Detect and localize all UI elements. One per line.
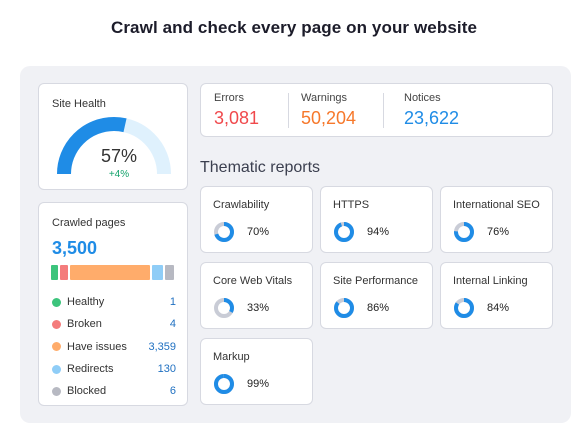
donut-fill [334, 298, 354, 318]
report-name: Site Performance [333, 275, 418, 287]
donut-fill [454, 298, 474, 318]
report-value: 70% [247, 226, 270, 238]
report-card-international-seo[interactable]: International SEO 76% [440, 186, 553, 253]
report-name: Core Web Vitals [213, 275, 293, 287]
legend-value[interactable]: 1 [169, 296, 176, 309]
report-card-markup[interactable]: Markup 99% [200, 338, 313, 405]
legend-item[interactable]: Redirects 130 [52, 358, 176, 380]
report-donut [454, 222, 474, 242]
donut-fill [214, 222, 234, 242]
report-value: 94% [367, 226, 390, 238]
thematic-reports-title: Thematic reports [200, 159, 321, 176]
divider [288, 93, 289, 128]
legend-value[interactable]: 6 [169, 385, 176, 398]
legend-value[interactable]: 130 [157, 363, 176, 376]
legend-value[interactable]: 4 [169, 318, 176, 331]
errors-value[interactable]: 3,081 [214, 108, 260, 128]
report-donut [454, 298, 474, 318]
site-health-card[interactable]: Site Health 57% +4% [38, 83, 188, 190]
notices-label: Notices [404, 92, 441, 104]
report-name: Markup [213, 351, 250, 363]
report-value: 86% [367, 302, 390, 314]
errors-label: Errors [214, 92, 244, 104]
crawled-pages-bar [51, 265, 176, 280]
report-card-crawlability[interactable]: Crawlability 70% [200, 186, 313, 253]
legend-dot [52, 364, 61, 374]
legend-label: Broken [67, 318, 102, 331]
notices-block[interactable]: Notices 23,622 [404, 92, 459, 129]
crawled-legend: Healthy 1 Broken 4 Have issues 3,359 Red… [52, 291, 176, 402]
bar-segment-blocked [165, 265, 174, 280]
legend-item[interactable]: Have issues 3,359 [52, 336, 176, 358]
report-donut [214, 374, 234, 394]
notices-value[interactable]: 23,622 [404, 108, 460, 128]
report-value: 99% [247, 378, 270, 390]
warnings-block[interactable]: Warnings 50,204 [301, 92, 356, 129]
report-donut [334, 298, 354, 318]
report-name: HTTPS [333, 199, 370, 211]
crawled-pages-label: Crawled pages [52, 217, 126, 229]
report-value: 84% [487, 302, 510, 314]
report-card-internal-linking[interactable]: Internal Linking 84% [440, 262, 553, 329]
legend-dot [52, 386, 61, 396]
page-headline: Crawl and check every page on your websi… [110, 18, 478, 37]
crawled-pages-card[interactable]: Crawled pages 3,500 Healthy 1 Broken 4 H… [38, 202, 188, 406]
report-name: Internal Linking [453, 275, 528, 287]
report-donut [214, 298, 234, 318]
donut-fill [214, 374, 234, 394]
legend-item[interactable]: Blocked 6 [52, 380, 176, 402]
site-health-label: Site Health [52, 98, 106, 110]
report-donut [334, 222, 354, 242]
bar-segment-broken [60, 265, 68, 280]
report-card-https[interactable]: HTTPS 94% [320, 186, 433, 253]
legend-label: Blocked [67, 385, 107, 398]
report-value: 76% [487, 226, 510, 238]
legend-dot [52, 342, 61, 352]
report-card-core-web-vitals[interactable]: Core Web Vitals 33% [200, 262, 313, 329]
bar-segment-have-issues [70, 265, 150, 280]
legend-label: Redirects [67, 363, 114, 376]
divider [383, 93, 384, 128]
legend-dot [52, 297, 61, 307]
site-health-change: +4% [108, 169, 130, 180]
warnings-value[interactable]: 50,204 [301, 108, 357, 128]
warnings-label: Warnings [301, 92, 348, 104]
legend-item[interactable]: Healthy 1 [52, 291, 176, 313]
legend-item[interactable]: Broken 4 [52, 313, 176, 335]
issues-card: Errors 3,081 Warnings 50,204 Notices 23,… [200, 83, 553, 137]
report-name: International SEO [453, 199, 540, 211]
report-donut [214, 222, 234, 242]
donut-fill [334, 222, 354, 242]
report-name: Crawlability [213, 199, 270, 211]
legend-dot [52, 319, 61, 329]
report-card-site-performance[interactable]: Site Performance 86% [320, 262, 433, 329]
legend-label: Have issues [67, 340, 127, 353]
bar-segment-redirects [152, 265, 163, 280]
crawled-pages-total: 3,500 [52, 238, 98, 258]
site-health-percent: 57% [100, 146, 138, 166]
legend-label: Healthy [67, 296, 105, 309]
site-health-gauge [57, 117, 171, 175]
donut-fill [454, 222, 474, 242]
report-value: 33% [247, 302, 270, 314]
legend-value[interactable]: 3,359 [148, 340, 176, 353]
donut-fill [214, 298, 234, 318]
bar-segment-healthy [51, 265, 58, 280]
errors-block[interactable]: Errors 3,081 [214, 92, 259, 129]
